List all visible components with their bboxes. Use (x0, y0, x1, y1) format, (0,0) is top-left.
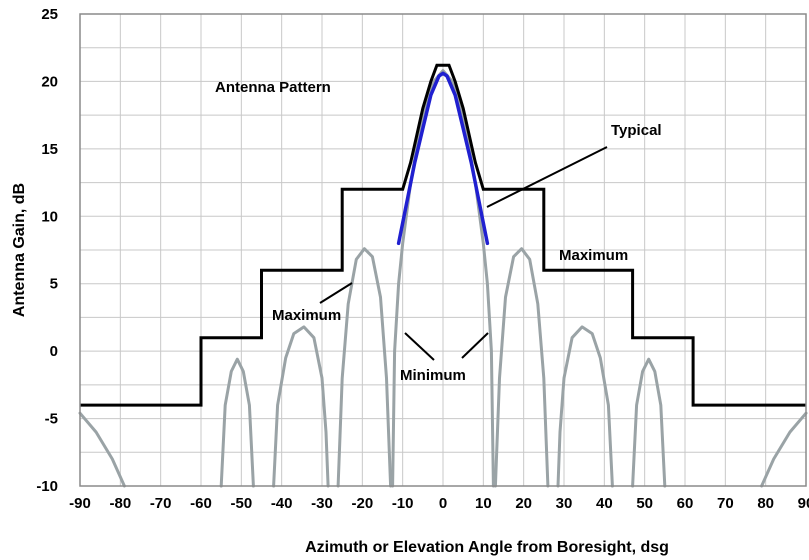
x-tick-label: 80 (757, 495, 774, 512)
annotation-minimum: Minimum (400, 367, 466, 384)
x-tick-label: -10 (392, 495, 414, 512)
x-tick-label: -70 (150, 495, 172, 512)
x-tick-label: 10 (475, 495, 492, 512)
antenna-pattern-lobe (760, 411, 808, 488)
axes: -90 -80 -70 -60 -50 -40 -30 -20 -10 0 10 20 30 40 50 60… (36, 6, 809, 512)
maximum-series (80, 63, 806, 407)
typical-series (396, 71, 490, 246)
x-tick-label: -60 (190, 495, 212, 512)
antenna-pattern-lobe (78, 411, 126, 488)
y-tick-label: -5 (45, 411, 58, 428)
x-tick-label: 70 (717, 495, 734, 512)
x-axis-title: Azimuth or Elevation Angle from Boresigh… (305, 539, 669, 556)
minimum-leader-right (461, 332, 489, 359)
x-tick-label: 20 (515, 495, 532, 512)
antenna-pattern-lobe (336, 247, 393, 488)
annotation-maximum-right: Maximum (559, 247, 628, 264)
x-tick-label: -20 (351, 495, 373, 512)
antenna-pattern-lobe (219, 357, 255, 488)
annotation-maximum-left: Maximum (272, 307, 341, 324)
y-axis-title: Antenna Gain, dB (11, 183, 28, 317)
x-tick-label: 50 (636, 495, 653, 512)
y-tick-label: 20 (41, 73, 58, 90)
y-tick-label: 0 (50, 343, 58, 360)
antenna-pattern-lobe (556, 325, 614, 488)
y-tick-label: -10 (36, 478, 58, 495)
y-tick-label: 25 (41, 6, 58, 23)
annotations: Antenna Pattern Typical Maximum Maximum … (215, 79, 662, 384)
x-tick-label: 0 (439, 495, 447, 512)
y-tick-label: 5 (50, 276, 58, 293)
antenna-pattern-lobe (493, 247, 550, 488)
minimum-leader-left (404, 332, 435, 361)
antenna-pattern-series (78, 69, 808, 488)
x-tick-label: 60 (677, 495, 694, 512)
maximum-line (80, 63, 806, 407)
x-tick-label: 90 (798, 495, 809, 512)
annotation-antenna-pattern: Antenna Pattern (215, 79, 331, 96)
x-tick-label: -90 (69, 495, 91, 512)
x-tick-label: 40 (596, 495, 613, 512)
x-tick-label: -40 (271, 495, 293, 512)
antenna-pattern-lobe (272, 325, 330, 488)
maximum-left-leader (319, 282, 353, 304)
grid (79, 13, 807, 487)
antenna-pattern-lobe (631, 357, 667, 488)
plot-frame (79, 13, 807, 487)
x-tick-label: 30 (556, 495, 573, 512)
x-tick-label: -30 (311, 495, 333, 512)
typical-leader (486, 146, 608, 208)
typical-line (396, 71, 490, 246)
x-tick-label: -50 (230, 495, 252, 512)
antenna-pattern-lobe (391, 69, 495, 488)
annotation-typical: Typical (611, 122, 662, 139)
x-tick-label: -80 (109, 495, 131, 512)
y-tick-label: 15 (41, 141, 58, 158)
y-tick-label: 10 (41, 208, 58, 225)
